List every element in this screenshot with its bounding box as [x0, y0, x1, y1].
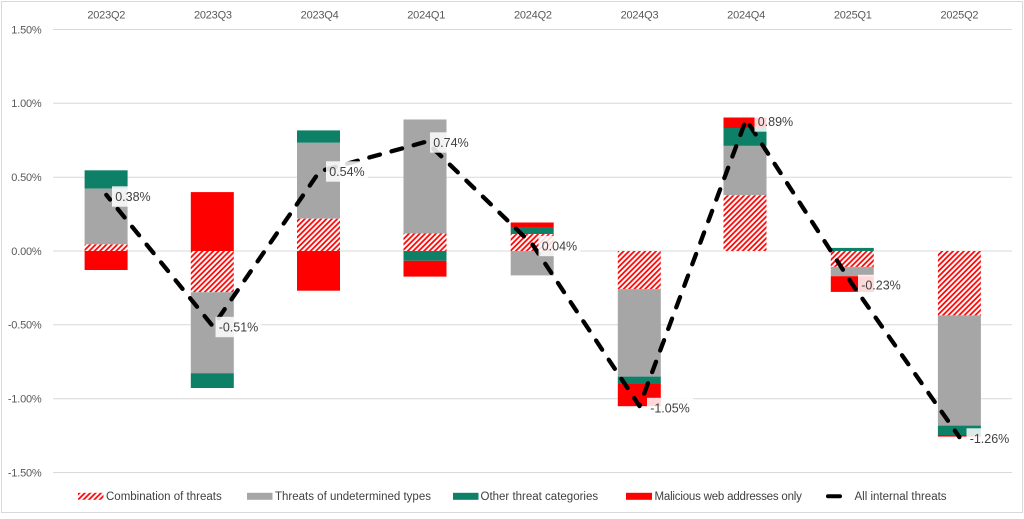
svg-text:0.50%: 0.50%	[11, 172, 42, 184]
svg-text:0.89%: 0.89%	[758, 115, 793, 129]
svg-text:2024Q4: 2024Q4	[727, 10, 765, 22]
svg-text:1.00%: 1.00%	[11, 98, 42, 110]
svg-text:0.00%: 0.00%	[11, 246, 42, 258]
svg-text:0.74%: 0.74%	[433, 136, 468, 150]
svg-text:2024Q1: 2024Q1	[407, 10, 445, 22]
svg-text:0.54%: 0.54%	[329, 165, 364, 179]
svg-text:-1.05%: -1.05%	[650, 401, 690, 415]
svg-text:All internal threats: All internal threats	[855, 491, 947, 503]
svg-text:-1.26%: -1.26%	[970, 432, 1010, 446]
svg-text:2023Q3: 2023Q3	[194, 10, 232, 22]
svg-text:Other threat categories: Other threat categories	[481, 491, 599, 503]
svg-text:Combination of threats: Combination of threats	[106, 491, 222, 503]
svg-text:2025Q1: 2025Q1	[834, 10, 872, 22]
svg-text:2025Q2: 2025Q2	[940, 10, 978, 22]
svg-text:-1.50%: -1.50%	[8, 467, 42, 479]
svg-text:2024Q2: 2024Q2	[514, 10, 552, 22]
svg-text:2023Q2: 2023Q2	[87, 10, 125, 22]
svg-text:2023Q4: 2023Q4	[301, 10, 339, 22]
svg-text:0.04%: 0.04%	[542, 239, 577, 253]
svg-text:1.50%: 1.50%	[11, 24, 42, 36]
svg-text:0.38%: 0.38%	[115, 190, 150, 204]
svg-text:Threats of undetermined types: Threats of undetermined types	[275, 491, 431, 503]
svg-text:-0.23%: -0.23%	[861, 278, 901, 292]
svg-text:2024Q3: 2024Q3	[621, 10, 659, 22]
svg-text:-1.00%: -1.00%	[8, 394, 42, 406]
svg-text:-0.51%: -0.51%	[219, 320, 259, 334]
svg-text:-0.50%: -0.50%	[8, 320, 42, 332]
svg-text:Malicious web addresses only: Malicious web addresses only	[655, 491, 803, 503]
